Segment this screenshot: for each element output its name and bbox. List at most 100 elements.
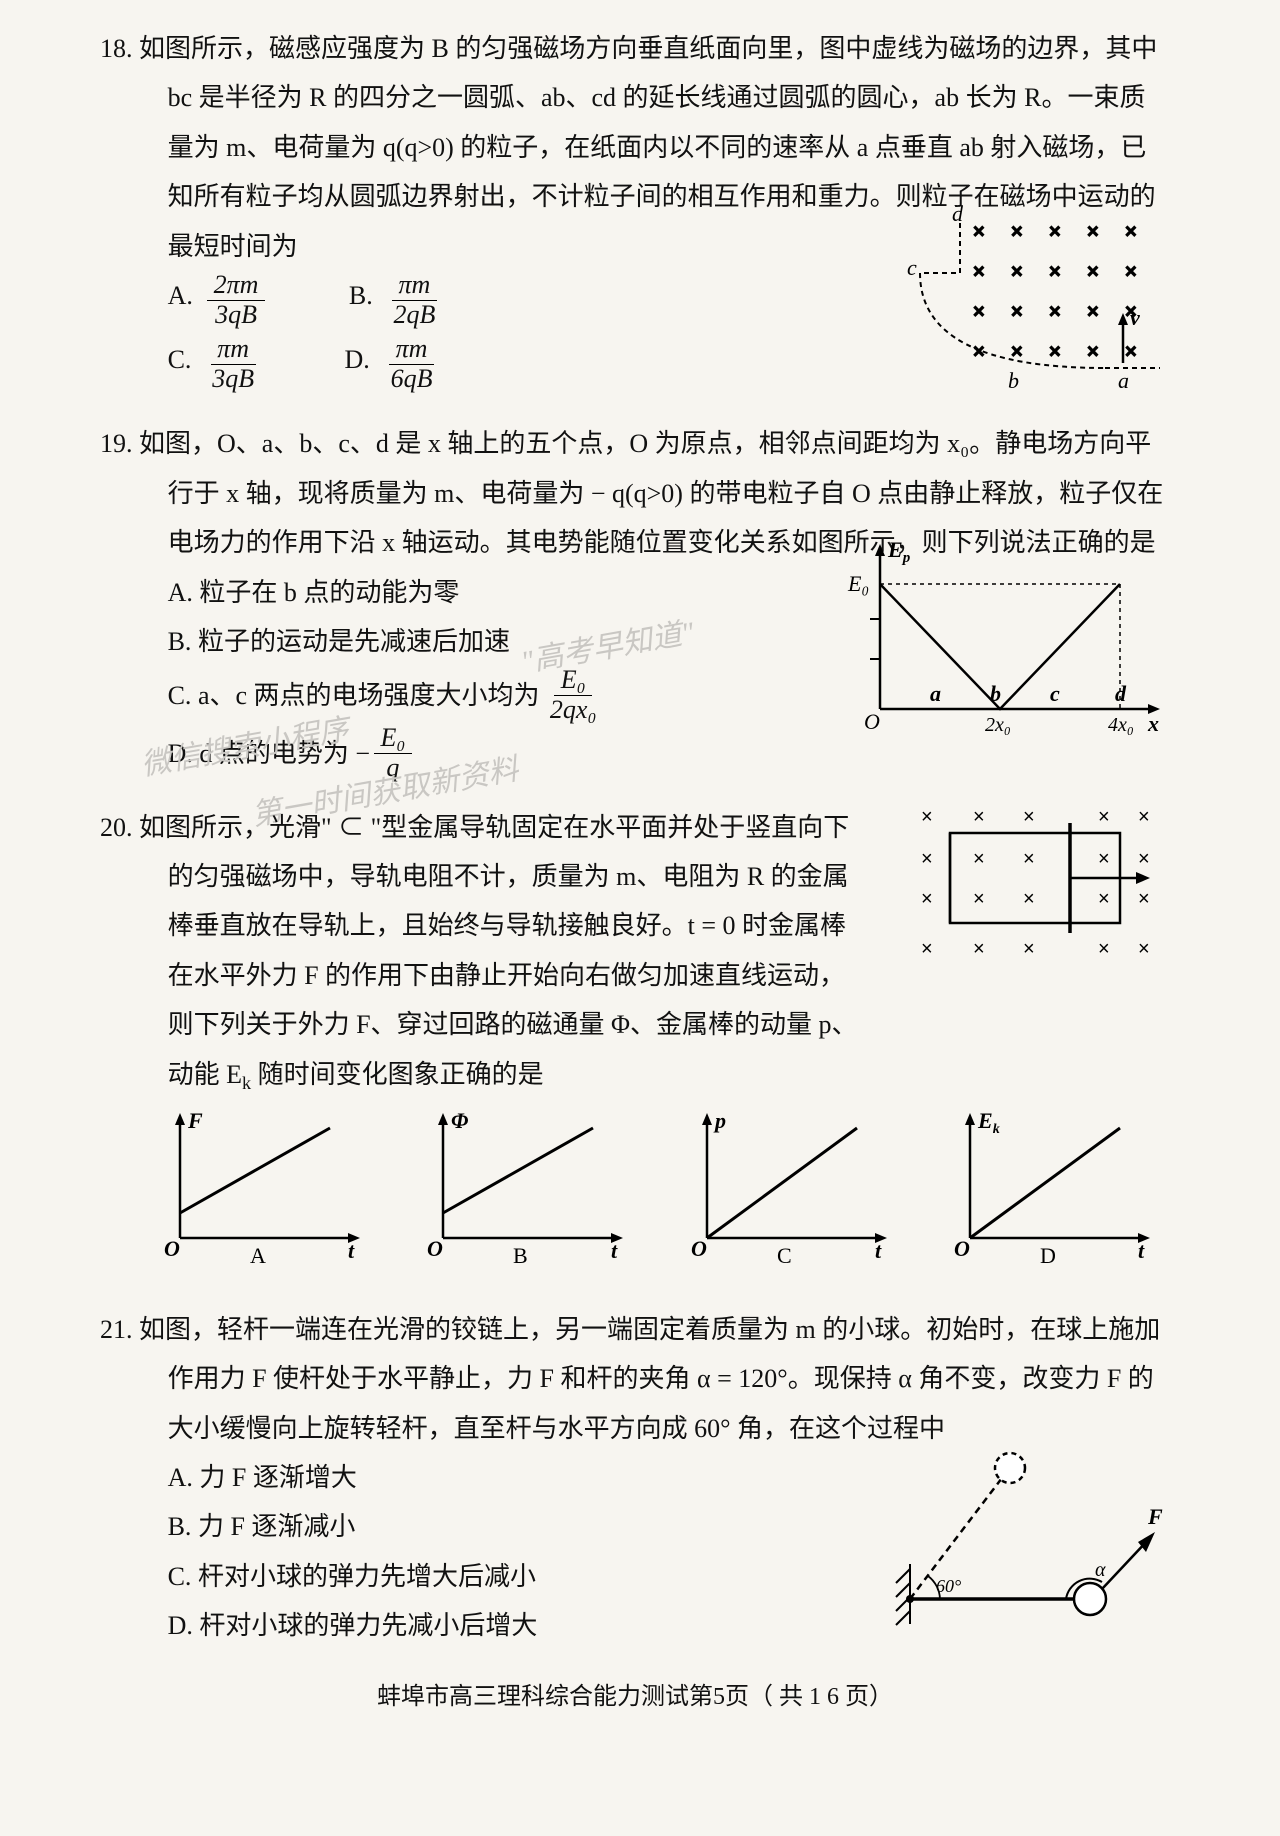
svg-text:B: B	[513, 1243, 528, 1268]
svg-text:×: ×	[973, 301, 985, 323]
svg-text:F: F	[1147, 1504, 1163, 1529]
svg-text:d: d	[1115, 681, 1127, 706]
page-footer: 蚌埠市高三理科综合能力测试第5页（ 共 1 6 页）	[100, 1675, 1170, 1721]
svg-text:×: ×	[1049, 261, 1061, 283]
q18-options: A. 2πm3qB B. πm2qB C. πm3qB D. πm6qB	[100, 271, 660, 399]
q20-stem: 20. 如图所示，光滑" ⊂ "型金属导轨固定在水平面并处于竖直向下的匀强磁场中…	[100, 803, 860, 1101]
svg-text:×: ×	[1023, 888, 1035, 910]
q21-number: 21.	[100, 1315, 133, 1344]
svg-text:F: F	[187, 1108, 203, 1133]
q19-choice-b: B. 粒子的运动是先减速后加速	[168, 617, 740, 666]
q19-choice-c: C. a、c 两点的电场强度大小均为 E₀2qx₀	[168, 666, 740, 724]
svg-text:×: ×	[1138, 848, 1150, 870]
question-21: 21. 如图，轻杆一端连在光滑的铰链上，另一端固定着质量为 m 的小球。初始时，…	[100, 1305, 1170, 1651]
svg-text:4x₀: 4x₀	[1108, 714, 1134, 736]
svg-text:t: t	[1138, 1238, 1145, 1263]
svg-text:×: ×	[973, 221, 985, 243]
q18-choice-b: B. πm2qB	[349, 271, 446, 329]
svg-text:×: ×	[921, 848, 933, 870]
svg-text:×: ×	[921, 888, 933, 910]
svg-text:C: C	[777, 1243, 792, 1268]
q20-panel-b: Φ O t B	[413, 1108, 643, 1284]
svg-text:O: O	[164, 1236, 180, 1261]
q21-figure: 60° α F	[890, 1434, 1170, 1650]
q18-choice-d: D. πm6qB	[345, 335, 443, 393]
q18-choice-a: A. 2πm3qB	[168, 271, 269, 329]
svg-text:t: t	[611, 1238, 618, 1263]
svg-text:b: b	[1008, 368, 1019, 393]
q20-panel-c: p O t C	[677, 1108, 907, 1284]
q18-number: 18.	[100, 34, 133, 63]
svg-text:d: d	[952, 203, 964, 226]
q19-svg: Ep E₀ O a b c d 2x₀ 4x₀ x	[840, 539, 1170, 749]
svg-text:2x₀: 2x₀	[985, 714, 1011, 736]
svg-text:Φ: Φ	[451, 1108, 468, 1133]
svg-text:c: c	[1050, 681, 1060, 706]
svg-text:×: ×	[1049, 301, 1061, 323]
svg-text:×: ×	[1087, 261, 1099, 283]
question-20: 20. 如图所示，光滑" ⊂ "型金属导轨固定在水平面并处于竖直向下的匀强磁场中…	[100, 803, 1170, 1285]
svg-text:×: ×	[1125, 261, 1137, 283]
svg-text:60°: 60°	[936, 1576, 961, 1596]
svg-text:p: p	[713, 1108, 726, 1133]
q19-text: 如图，O、a、b、c、d 是 x 轴上的五个点，O 为原点，相邻点间距均为 x₀…	[139, 429, 1163, 557]
svg-text:a: a	[1118, 368, 1129, 393]
svg-text:×: ×	[1098, 848, 1110, 870]
q19-number: 19.	[100, 429, 133, 458]
q21-choice-d: D. 杆对小球的弹力先减小后增大	[168, 1601, 760, 1650]
svg-text:E₀: E₀	[847, 571, 869, 596]
svg-text:×: ×	[1049, 341, 1061, 363]
svg-text:×: ×	[1011, 221, 1023, 243]
svg-text:x: x	[1147, 711, 1159, 736]
q21-stem: 21. 如图，轻杆一端连在光滑的铰链上，另一端固定着质量为 m 的小球。初始时，…	[100, 1305, 1170, 1453]
q19-choice-d: D. d 点的电势为 − E₀q	[168, 724, 740, 782]
q21-choice-a: A. 力 F 逐渐增大	[168, 1453, 760, 1502]
svg-text:×: ×	[973, 888, 985, 910]
svg-text:×: ×	[1125, 221, 1137, 243]
svg-text:×: ×	[1011, 261, 1023, 283]
svg-text:×: ×	[1138, 938, 1150, 960]
svg-text:c: c	[907, 255, 917, 280]
svg-text:×: ×	[973, 806, 985, 828]
svg-text:×: ×	[973, 848, 985, 870]
svg-text:×: ×	[973, 938, 985, 960]
svg-text:α: α	[1095, 1559, 1106, 1581]
svg-text:t: t	[348, 1238, 355, 1263]
svg-text:×: ×	[1138, 806, 1150, 828]
svg-text:×: ×	[1023, 806, 1035, 828]
q21-choice-c: C. 杆对小球的弹力先增大后减小	[168, 1552, 760, 1601]
svg-text:v: v	[1130, 305, 1140, 330]
q20-figure-rail: × × × × × × × × × × × × × × × × × × × ×	[910, 798, 1160, 984]
svg-text:×: ×	[1098, 888, 1110, 910]
question-18: 18. 如图所示，磁感应强度为 B 的匀强磁场方向垂直纸面向里，图中虚线为磁场的…	[100, 24, 1170, 399]
q18-svg: ×××××××××××××××××××× d c b a v	[870, 203, 1170, 393]
svg-text:×: ×	[921, 806, 933, 828]
svg-text:×: ×	[1125, 341, 1137, 363]
svg-text:×: ×	[1023, 848, 1035, 870]
svg-text:O: O	[427, 1236, 443, 1261]
svg-text:×: ×	[1098, 806, 1110, 828]
q21-options: A. 力 F 逐渐增大 B. 力 F 逐渐减小 C. 杆对小球的弹力先增大后减小…	[100, 1453, 760, 1651]
svg-text:×: ×	[1098, 938, 1110, 960]
svg-text:×: ×	[1087, 301, 1099, 323]
question-19: 19. 如图，O、a、b、c、d 是 x 轴上的五个点，O 为原点，相邻点间距均…	[100, 419, 1170, 782]
svg-text:×: ×	[1023, 938, 1035, 960]
svg-text:×: ×	[1087, 341, 1099, 363]
svg-text:Ek: Ek	[977, 1108, 1000, 1137]
q19-options: A. 粒子在 b 点的动能为零 B. 粒子的运动是先减速后加速 C. a、c 两…	[100, 568, 740, 783]
svg-text:O: O	[864, 709, 880, 734]
q20-panels: F O t A Φ O t B	[100, 1108, 1170, 1284]
q21-choice-b: B. 力 F 逐渐减小	[168, 1502, 760, 1551]
svg-text:O: O	[691, 1236, 707, 1261]
q20-number: 20.	[100, 813, 133, 842]
svg-text:×: ×	[973, 261, 985, 283]
q19-figure: Ep E₀ O a b c d 2x₀ 4x₀ x	[840, 539, 1170, 765]
q21-text: 如图，轻杆一端连在光滑的铰链上，另一端固定着质量为 m 的小球。初始时，在球上施…	[139, 1315, 1160, 1443]
svg-text:×: ×	[1011, 301, 1023, 323]
q18-figure: ×××××××××××××××××××× d c b a v	[870, 203, 1170, 409]
svg-text:×: ×	[1138, 888, 1150, 910]
svg-text:Ep: Ep	[887, 539, 911, 566]
svg-text:×: ×	[1049, 221, 1061, 243]
svg-text:×: ×	[921, 938, 933, 960]
svg-text:×: ×	[1087, 221, 1099, 243]
